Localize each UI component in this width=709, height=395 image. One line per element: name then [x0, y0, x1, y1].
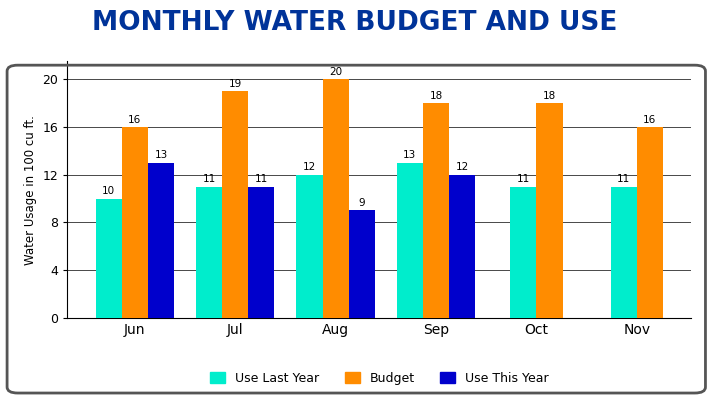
Bar	[397, 163, 423, 318]
Text: 11: 11	[617, 174, 630, 184]
Bar	[449, 175, 475, 318]
Text: 16: 16	[643, 115, 657, 124]
Bar	[510, 186, 537, 318]
Text: 16: 16	[128, 115, 142, 124]
Bar	[122, 127, 148, 318]
Bar	[637, 127, 663, 318]
Text: 11: 11	[255, 174, 268, 184]
Text: 20: 20	[329, 67, 342, 77]
Bar	[323, 79, 349, 318]
Bar	[296, 175, 323, 318]
Text: 12: 12	[303, 162, 316, 172]
Bar	[349, 211, 375, 318]
Text: 12: 12	[455, 162, 469, 172]
Bar	[96, 199, 122, 318]
Text: 19: 19	[228, 79, 242, 89]
Text: 18: 18	[430, 90, 442, 101]
Bar	[222, 91, 248, 318]
Bar	[196, 186, 222, 318]
Text: 9: 9	[359, 198, 365, 208]
Text: MONTHLY WATER BUDGET AND USE: MONTHLY WATER BUDGET AND USE	[91, 10, 618, 36]
Text: 10: 10	[102, 186, 116, 196]
Y-axis label: Water Usage in 100 cu ft.: Water Usage in 100 cu ft.	[24, 115, 37, 265]
Bar	[537, 103, 562, 318]
Text: 18: 18	[543, 90, 556, 101]
Bar	[610, 186, 637, 318]
Text: 11: 11	[517, 174, 530, 184]
Legend: Use Last Year, Budget, Use This Year: Use Last Year, Budget, Use This Year	[206, 368, 552, 389]
Bar	[423, 103, 449, 318]
Text: 11: 11	[203, 174, 216, 184]
Text: 13: 13	[403, 150, 417, 160]
Bar	[248, 186, 274, 318]
Bar	[148, 163, 174, 318]
Text: 13: 13	[155, 150, 167, 160]
